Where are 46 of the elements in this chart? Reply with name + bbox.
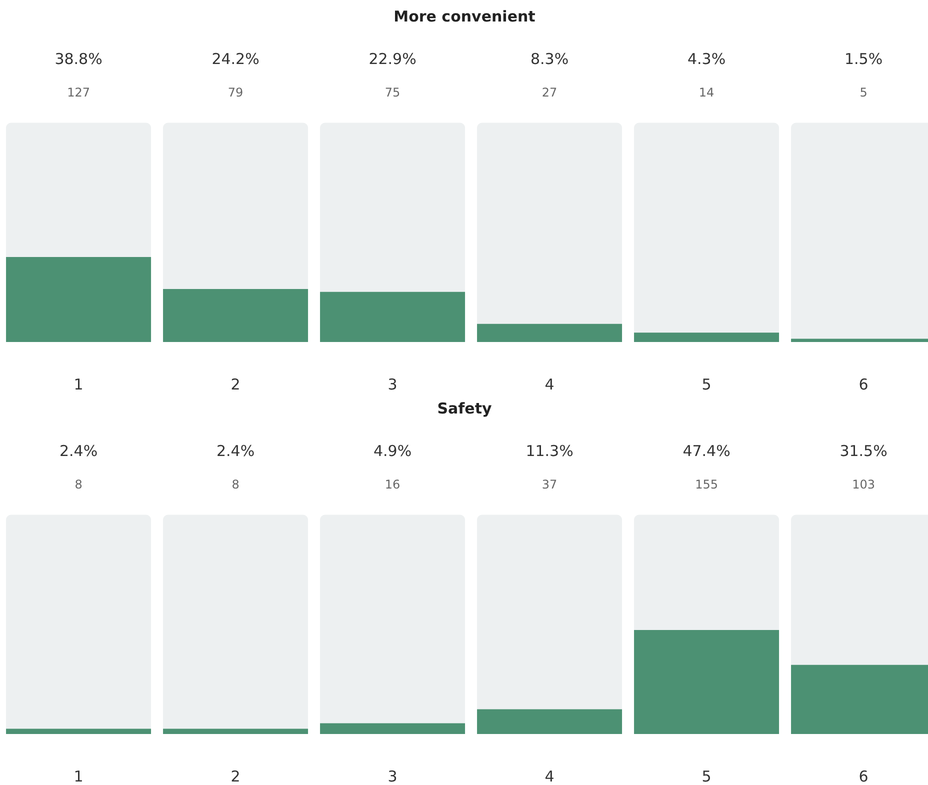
bar: [163, 728, 308, 734]
bar: [634, 332, 780, 342]
data-label: 11.3%: [526, 442, 574, 460]
x-tick-label: 4: [544, 376, 554, 394]
data-label: 4.3%: [687, 50, 726, 68]
text: 103: [852, 477, 875, 492]
text: 5: [860, 85, 868, 100]
text: 8: [74, 477, 82, 492]
text: 14: [698, 85, 714, 100]
data-label: 22.9%: [368, 50, 416, 68]
x-tick-label: 5: [702, 768, 712, 785]
x-tick-label: 1: [74, 768, 84, 785]
data-label: 31.5%: [840, 442, 888, 460]
bar: [477, 709, 622, 734]
data-label: 24.2%: [212, 50, 260, 68]
x-tick-label: 6: [858, 768, 868, 785]
data-label: 2.4%: [216, 442, 255, 460]
bar: [6, 728, 152, 734]
text: 16: [384, 477, 400, 492]
text: 155: [695, 477, 718, 492]
x-tick-label: 3: [388, 376, 398, 394]
data-label: 47.4%: [682, 442, 730, 460]
bar: [477, 324, 622, 342]
text: 27: [542, 85, 558, 100]
text: 37: [542, 477, 558, 492]
x-tick-label: 2: [230, 768, 240, 785]
data-label: 1.5%: [844, 50, 883, 68]
data-label: 2.4%: [59, 442, 98, 460]
x-tick-label: 4: [544, 768, 554, 785]
bar: [320, 723, 466, 734]
chart-title: More convenient: [394, 8, 536, 26]
bar: [320, 292, 466, 342]
data-label: 38.8%: [54, 50, 102, 68]
x-tick-label: 3: [388, 768, 398, 785]
text: 8: [232, 477, 240, 492]
bar: [163, 288, 308, 342]
x-tick-label: 6: [858, 376, 868, 394]
text: 75: [384, 85, 400, 100]
x-tick-label: 1: [74, 376, 84, 394]
x-tick-label: 2: [230, 376, 240, 394]
text: 127: [67, 85, 90, 100]
x-tick-label: 5: [702, 376, 712, 394]
data-label: 4.9%: [373, 442, 412, 460]
text: 79: [228, 85, 244, 100]
data-label: 8.3%: [530, 50, 569, 68]
chart-title: Safety: [437, 400, 492, 418]
